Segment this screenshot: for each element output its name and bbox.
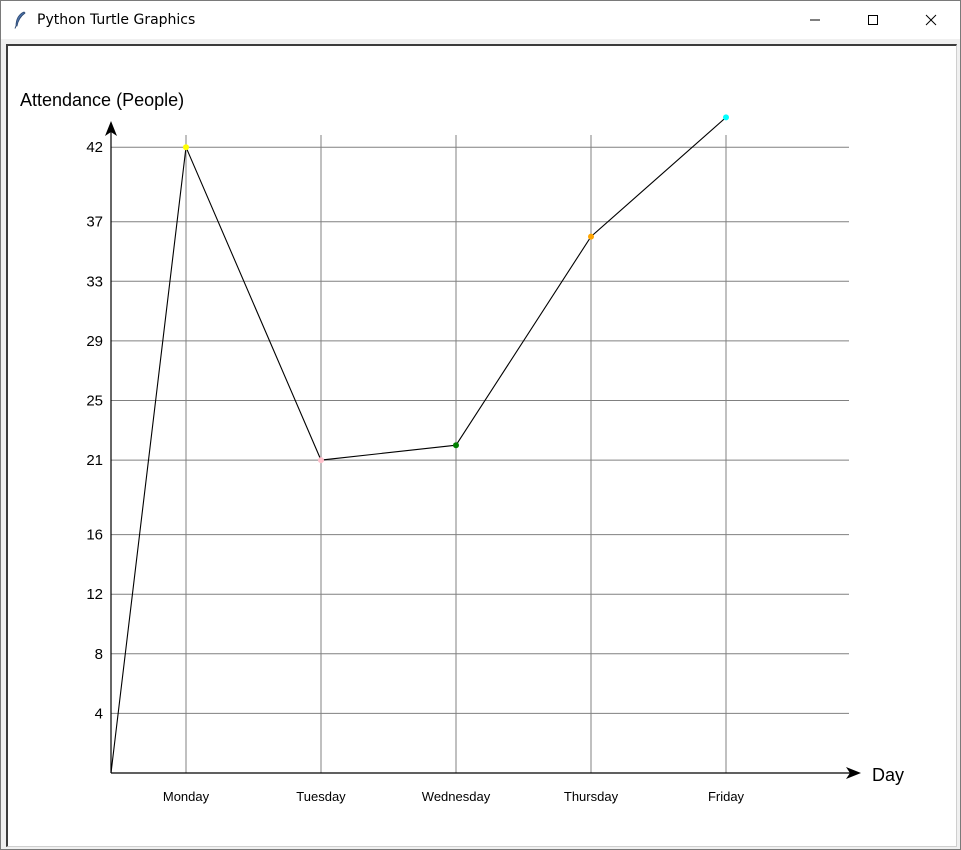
feather-icon	[14, 11, 26, 29]
attendance-series-line	[110, 116, 727, 774]
y-tick-label: 25	[86, 393, 103, 410]
data-point	[723, 114, 729, 121]
y-tick-label: 33	[86, 273, 103, 290]
attendance-line-chart: 4 8 12 16 21 25 29 33 37 42 Monday Tuesday Wednesday…	[20, 90, 904, 804]
x-axis-arrow	[846, 767, 861, 779]
y-tick-label: 37	[86, 214, 103, 231]
maximize-button[interactable]	[850, 1, 896, 39]
data-point	[318, 457, 324, 464]
maximize-icon	[868, 15, 878, 25]
y-tick-label: 16	[86, 527, 103, 544]
data-point	[183, 144, 189, 151]
close-button[interactable]	[908, 1, 954, 39]
y-axis-arrow	[105, 121, 117, 136]
x-tick-label: Friday	[708, 789, 745, 804]
minimize-button[interactable]	[792, 1, 838, 39]
title-bar[interactable]: Python Turtle Graphics	[1, 1, 960, 39]
x-axis-label: Day	[872, 765, 904, 785]
x-tick-label: Monday	[163, 789, 210, 804]
y-axis-label: Attendance (People)	[20, 90, 184, 110]
turtle-canvas[interactable]: 4 8 12 16 21 25 29 33 37 42 Monday Tuesday Wednesday…	[6, 44, 957, 847]
data-point	[453, 442, 459, 449]
x-tick-label: Thursday	[564, 789, 619, 804]
y-tick-label: 12	[86, 586, 103, 603]
y-tick-label: 4	[95, 705, 103, 722]
y-tick-label: 21	[86, 452, 103, 469]
window-title: Python Turtle Graphics	[37, 12, 196, 28]
minimize-icon	[810, 19, 820, 21]
y-tick-label: 8	[95, 646, 103, 663]
x-tick-label: Wednesday	[422, 789, 491, 804]
y-tick-label: 29	[86, 333, 103, 350]
x-tick-label: Tuesday	[296, 789, 346, 804]
close-icon	[925, 14, 937, 26]
data-point	[588, 233, 594, 240]
y-tick-label: 42	[86, 139, 103, 156]
